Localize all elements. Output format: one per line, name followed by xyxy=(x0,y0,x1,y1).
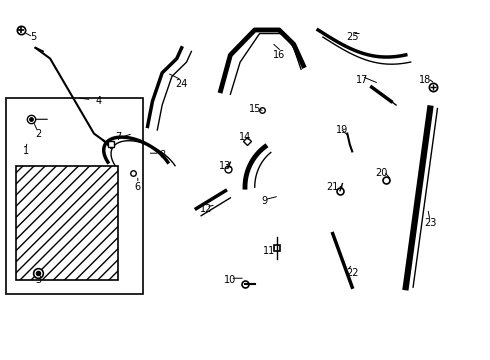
Text: 22: 22 xyxy=(346,268,359,278)
Text: 20: 20 xyxy=(375,168,388,178)
Text: 25: 25 xyxy=(346,32,359,42)
Text: 9: 9 xyxy=(262,197,268,206)
Text: 14: 14 xyxy=(239,132,251,142)
Text: 10: 10 xyxy=(224,275,237,285)
Bar xyxy=(6,98,143,294)
Text: 5: 5 xyxy=(30,32,36,42)
Text: 15: 15 xyxy=(248,104,261,113)
Text: 12: 12 xyxy=(200,203,212,213)
Text: 18: 18 xyxy=(419,75,431,85)
Text: 17: 17 xyxy=(356,75,368,85)
Text: 2: 2 xyxy=(35,129,41,139)
Text: 16: 16 xyxy=(273,50,285,60)
Text: 24: 24 xyxy=(175,78,188,89)
Text: 23: 23 xyxy=(424,218,436,228)
Text: 11: 11 xyxy=(263,247,275,256)
Text: 21: 21 xyxy=(326,182,339,192)
Text: 3: 3 xyxy=(35,275,41,285)
Text: 7: 7 xyxy=(115,132,122,142)
Text: 13: 13 xyxy=(220,161,232,171)
Text: 8: 8 xyxy=(159,150,165,160)
Text: 19: 19 xyxy=(336,125,348,135)
Text: 1: 1 xyxy=(23,147,29,157)
Text: 4: 4 xyxy=(96,96,102,107)
Text: 6: 6 xyxy=(135,182,141,192)
Bar xyxy=(16,166,118,280)
